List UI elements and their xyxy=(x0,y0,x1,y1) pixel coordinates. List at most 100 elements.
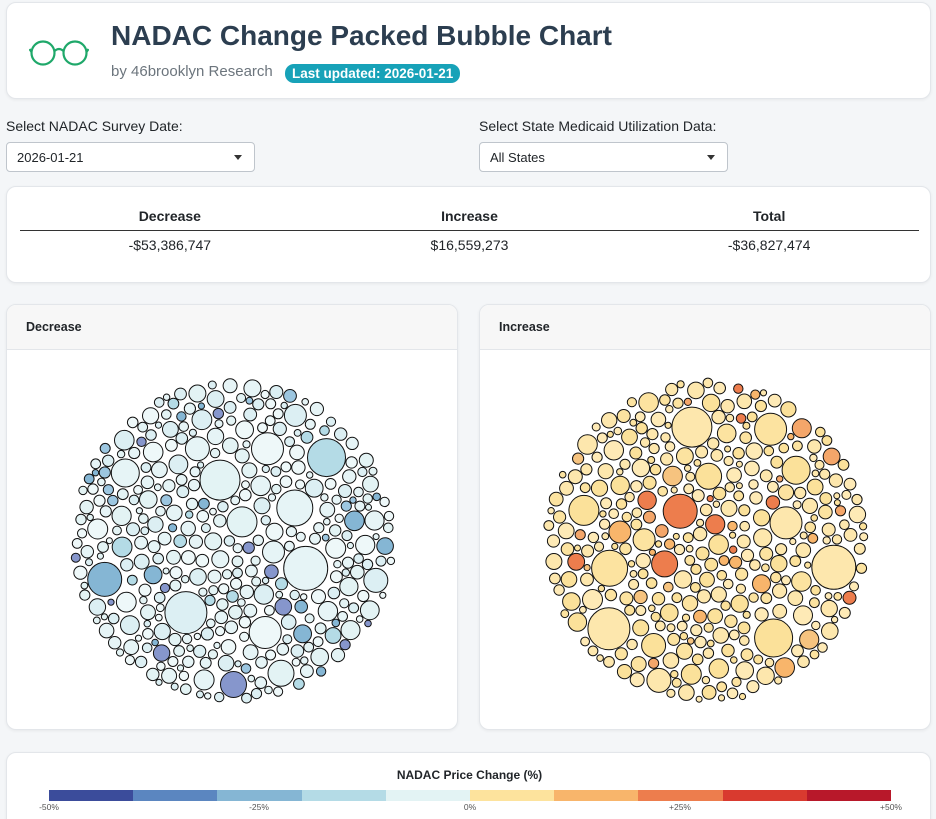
bubble[interactable] xyxy=(637,568,649,580)
bubble[interactable] xyxy=(713,381,726,395)
bubble[interactable] xyxy=(603,440,625,461)
bubble[interactable] xyxy=(604,588,618,602)
bubble[interactable] xyxy=(313,522,325,534)
bubble[interactable] xyxy=(580,463,593,476)
bubble[interactable] xyxy=(672,397,684,409)
bubble[interactable] xyxy=(142,628,154,640)
bubble[interactable] xyxy=(631,458,651,478)
bubble[interactable] xyxy=(267,659,295,687)
bubble[interactable] xyxy=(247,674,256,683)
bubble[interactable] xyxy=(679,632,689,641)
bubble[interactable] xyxy=(140,462,152,473)
bubble[interactable] xyxy=(372,492,382,502)
bubble[interactable] xyxy=(809,649,820,660)
bubble[interactable] xyxy=(628,578,640,590)
bubble[interactable] xyxy=(223,535,236,547)
bubble[interactable] xyxy=(353,486,364,498)
bubble[interactable] xyxy=(699,503,713,517)
bubble[interactable] xyxy=(280,401,288,410)
bubble[interactable] xyxy=(87,518,109,540)
bubble[interactable] xyxy=(230,577,243,590)
bubble[interactable] xyxy=(309,532,321,545)
bubble[interactable] xyxy=(855,562,868,574)
bubble[interactable] xyxy=(712,500,721,508)
bubble[interactable] xyxy=(312,636,324,648)
bubble[interactable] xyxy=(851,493,863,506)
bubble[interactable] xyxy=(619,591,634,606)
bubble[interactable] xyxy=(324,477,337,490)
bubble[interactable] xyxy=(102,484,115,496)
bubble[interactable] xyxy=(323,517,331,526)
bubble[interactable] xyxy=(75,513,87,526)
bubble[interactable] xyxy=(214,610,229,625)
bubble[interactable] xyxy=(304,478,324,498)
bubble[interactable] xyxy=(252,398,265,411)
bubble[interactable] xyxy=(650,611,661,622)
bubble[interactable] xyxy=(616,664,633,680)
bubble[interactable] xyxy=(162,567,170,575)
survey-date-select[interactable]: 2026-01-21 xyxy=(6,142,255,172)
bubble[interactable] xyxy=(383,522,394,534)
bubble[interactable] xyxy=(654,620,666,632)
bubble[interactable] xyxy=(543,520,555,531)
bubble[interactable] xyxy=(799,531,808,540)
bubble[interactable] xyxy=(642,510,656,524)
bubble[interactable] xyxy=(83,473,95,485)
bubble[interactable] xyxy=(167,397,180,410)
bubble[interactable] xyxy=(830,615,839,624)
bubble[interactable] xyxy=(309,401,324,417)
bubble[interactable] xyxy=(140,604,156,621)
bubble[interactable] xyxy=(702,647,715,659)
bubble[interactable] xyxy=(181,633,193,645)
bubble[interactable] xyxy=(252,534,265,547)
bubble[interactable] xyxy=(151,461,168,479)
bubble[interactable] xyxy=(821,435,833,446)
bubble[interactable] xyxy=(86,513,94,522)
bubble[interactable] xyxy=(276,643,290,656)
bubble[interactable] xyxy=(740,548,755,562)
bubble[interactable] xyxy=(753,528,773,548)
bubble[interactable] xyxy=(664,441,676,452)
bubble[interactable] xyxy=(806,478,824,496)
bubble[interactable] xyxy=(206,390,225,408)
bubble[interactable] xyxy=(330,648,346,663)
bubble[interactable] xyxy=(735,583,746,594)
bubble[interactable] xyxy=(134,535,149,550)
bubble[interactable] xyxy=(274,598,293,616)
bubble[interactable] xyxy=(264,605,275,616)
bubble[interactable] xyxy=(198,587,208,597)
bubble[interactable] xyxy=(93,494,106,507)
bubble[interactable] xyxy=(701,393,721,413)
bubble[interactable] xyxy=(276,489,314,527)
bubble[interactable] xyxy=(580,636,590,647)
bubble[interactable] xyxy=(342,469,357,484)
bubble[interactable] xyxy=(760,592,773,605)
bubble[interactable] xyxy=(765,495,781,510)
bubble[interactable] xyxy=(116,449,126,459)
bubble[interactable] xyxy=(572,452,585,465)
bubble[interactable] xyxy=(724,482,736,493)
bubble[interactable] xyxy=(239,488,252,502)
bubble[interactable] xyxy=(300,664,314,679)
bubble[interactable] xyxy=(250,475,271,497)
bubble[interactable] xyxy=(321,533,330,542)
bubble[interactable] xyxy=(711,409,726,425)
bubble[interactable] xyxy=(690,624,703,637)
bubble[interactable] xyxy=(264,415,276,427)
bubble[interactable] xyxy=(166,504,183,522)
bubble[interactable] xyxy=(79,499,94,515)
bubble[interactable] xyxy=(811,469,820,478)
bubble[interactable] xyxy=(795,542,812,558)
bubble[interactable] xyxy=(558,470,567,479)
bubble[interactable] xyxy=(325,537,347,559)
bubble[interactable] xyxy=(167,656,179,667)
bubble[interactable] xyxy=(672,532,680,540)
bubble[interactable] xyxy=(140,475,155,490)
bubble[interactable] xyxy=(828,473,843,488)
bubble[interactable] xyxy=(140,526,150,536)
bubble[interactable] xyxy=(337,611,349,622)
bubble[interactable] xyxy=(567,612,588,632)
bubble[interactable] xyxy=(209,507,217,516)
bubble[interactable] xyxy=(665,405,674,414)
bubble[interactable] xyxy=(601,532,610,541)
